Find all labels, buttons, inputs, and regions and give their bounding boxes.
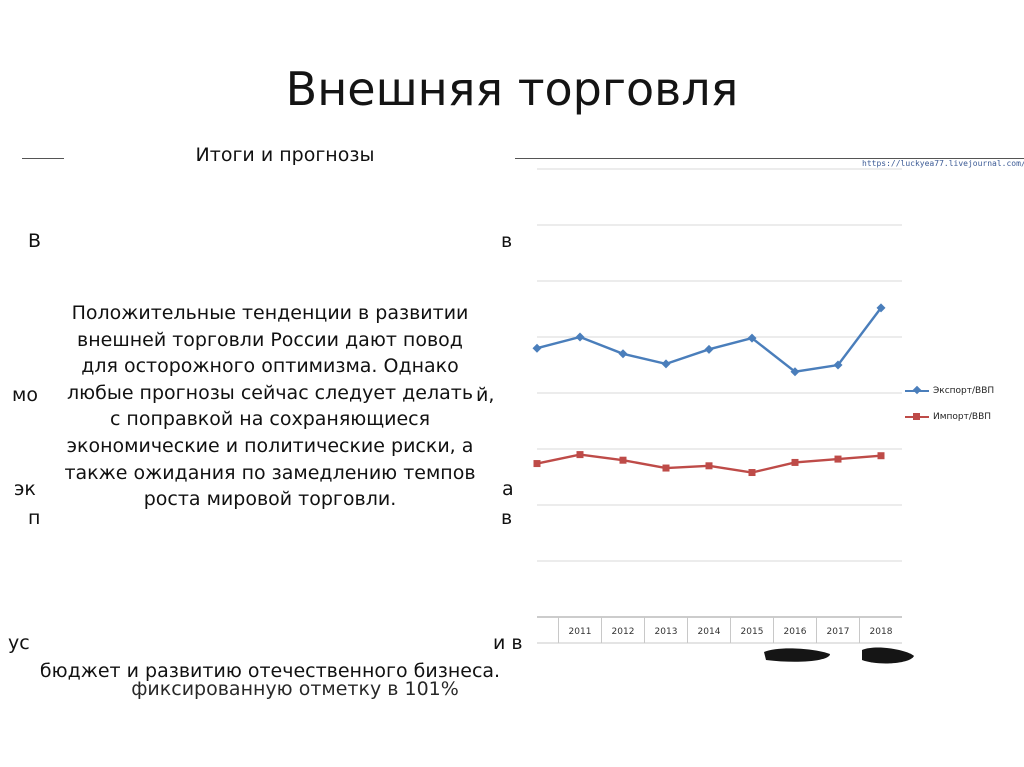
data-point-square bbox=[662, 464, 670, 472]
fragment-ij: й, bbox=[476, 384, 495, 406]
legend-label-export: Экспорт/ВВП bbox=[933, 386, 995, 396]
data-point-diamond bbox=[618, 349, 628, 359]
fragment-v1: в bbox=[501, 230, 513, 252]
trade-chart: 2011 2012 2013 2014 2015 2016 2017 2018 bbox=[532, 168, 902, 644]
x-tick-label: 2014 bbox=[698, 627, 721, 637]
legend-label-import: Импорт/ВВП bbox=[933, 412, 992, 422]
x-tick-label: 2011 bbox=[569, 627, 592, 637]
data-point-diamond bbox=[790, 367, 800, 377]
fragment-us: ус bbox=[8, 632, 30, 654]
fragment-b: В bbox=[28, 230, 42, 252]
data-point-square bbox=[834, 455, 842, 463]
fragment-mv: и в bbox=[493, 632, 523, 654]
series-line bbox=[536, 307, 882, 373]
chart-legend: Экспорт/ВВП Импорт/ВВП bbox=[905, 384, 994, 436]
ghost-line: фиксированную отметку в 101% bbox=[131, 678, 459, 700]
bottom-line: бюджет и развитию отечественного бизнеса… bbox=[39, 660, 501, 682]
data-point-diamond bbox=[575, 332, 585, 342]
header-rule-right bbox=[515, 158, 1024, 159]
x-tick-label: 2015 bbox=[741, 627, 764, 637]
data-point-square bbox=[576, 451, 584, 459]
data-point-square bbox=[748, 469, 756, 477]
x-tick-label: 2018 bbox=[870, 627, 893, 637]
fragment-ek: эк bbox=[14, 478, 36, 500]
shoes-image bbox=[764, 647, 914, 664]
fragment-mo: мо bbox=[12, 384, 38, 406]
legend-item-export: Экспорт/ВВП bbox=[905, 384, 994, 398]
data-point-diamond bbox=[532, 343, 542, 353]
slide-title: Внешняя торговля bbox=[285, 62, 739, 116]
legend-item-import: Импорт/ВВП bbox=[905, 410, 994, 424]
data-point-square bbox=[619, 456, 627, 464]
fragment-ra: а bbox=[502, 478, 514, 500]
fragment-p: п bbox=[28, 507, 41, 529]
data-point-diamond bbox=[876, 303, 886, 313]
x-tick-label: 2017 bbox=[827, 627, 850, 637]
fragment-v2: в bbox=[501, 507, 513, 529]
data-point-diamond bbox=[661, 359, 671, 369]
data-point-diamond bbox=[704, 344, 714, 354]
overlay-paragraph: Положительные тенденции в развитии внешн… bbox=[64, 302, 476, 511]
x-tick-label: 2012 bbox=[612, 627, 635, 637]
legend-marker-square-icon bbox=[913, 413, 920, 420]
data-point-square bbox=[877, 452, 885, 460]
legend-marker-diamond-icon bbox=[912, 385, 922, 395]
source-url[interactable]: https://luckyea77.livejournal.com/ bbox=[862, 159, 1024, 168]
data-point-square bbox=[705, 462, 713, 470]
slide-subtitle: Итоги и прогнозы bbox=[195, 144, 375, 166]
data-point-square bbox=[533, 460, 541, 468]
data-point-square bbox=[791, 458, 799, 466]
x-tick-label: 2016 bbox=[784, 627, 807, 637]
x-tick-label: 2013 bbox=[655, 627, 678, 637]
data-point-diamond bbox=[833, 360, 843, 370]
header-rule-left bbox=[22, 158, 64, 159]
data-point-diamond bbox=[747, 333, 757, 343]
